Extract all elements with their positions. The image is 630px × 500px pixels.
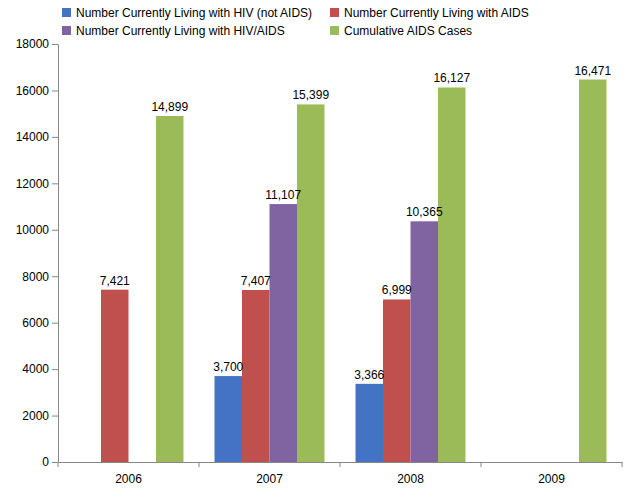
- tick-label: 12000: [16, 177, 50, 191]
- tick-mark: [52, 183, 58, 184]
- tick: 2006: [115, 462, 142, 486]
- axis-line: [58, 45, 59, 463]
- separator: [340, 462, 341, 467]
- tick-mark: [52, 369, 58, 370]
- separator: [58, 462, 59, 467]
- tick-label: 14000: [16, 130, 50, 144]
- bar: [156, 116, 183, 462]
- tick-label: 0: [42, 455, 49, 469]
- legend-label: Number Currently Living with HIV (not AI…: [76, 6, 312, 20]
- tick-label: 2008: [397, 472, 424, 486]
- bar: [411, 221, 438, 462]
- x-axis: 2006 2007 2008 2009: [59, 462, 623, 486]
- bar: [242, 290, 269, 462]
- bar: [356, 384, 383, 462]
- tick-mark: [52, 276, 58, 277]
- tick-label: 10000: [16, 223, 50, 237]
- legend-label: Number Currently Living with AIDS: [344, 6, 529, 20]
- bar: [383, 299, 410, 462]
- tick: 2007: [256, 462, 283, 486]
- tick-mark: [52, 137, 58, 138]
- tick-label: 2007: [256, 472, 283, 486]
- tick-label: 6000: [22, 316, 49, 330]
- tick: 0: [42, 455, 58, 469]
- legend-swatch: [62, 8, 71, 17]
- tick: 2008: [397, 462, 424, 486]
- legend-swatch: [62, 26, 71, 35]
- tick: 8000: [22, 270, 58, 284]
- data-label: 14,899: [151, 100, 188, 114]
- separator: [199, 462, 200, 467]
- bars: [101, 80, 606, 462]
- data-label: 16,127: [433, 71, 470, 85]
- tick-mark: [52, 323, 58, 324]
- tick: 2009: [538, 462, 565, 486]
- category-separators: [58, 462, 622, 467]
- legend-swatch: [330, 8, 339, 17]
- data-label: 10,365: [406, 205, 443, 219]
- bar: [215, 376, 242, 462]
- tick-mark: [52, 462, 58, 463]
- chart: 3,700 3,366 7,421 7,407 6,999 11,107 10,365 14,…: [0, 0, 630, 500]
- tick-label: 8000: [22, 270, 49, 284]
- data-label: 16,471: [574, 64, 611, 78]
- tick: 6000: [22, 316, 58, 330]
- legend-label: Cumulative AIDS Cases: [344, 24, 472, 38]
- data-label: 3,366: [354, 368, 384, 382]
- data-label: 7,407: [241, 274, 271, 288]
- legend-item: Number Currently Living with HIV (not AI…: [62, 6, 312, 20]
- tick-label: 18000: [16, 37, 50, 51]
- bar: [270, 204, 297, 462]
- tick-label: 2006: [115, 472, 142, 486]
- bar: [101, 290, 128, 462]
- data-label: 7,421: [100, 274, 130, 288]
- data-label: 3,700: [213, 360, 243, 374]
- tick: 2000: [22, 409, 58, 423]
- bar: [297, 104, 324, 462]
- separator: [481, 462, 482, 467]
- tick-mark: [52, 44, 58, 45]
- legend-item: Cumulative AIDS Cases: [330, 24, 472, 38]
- legend-item: Number Currently Living with HIV/AIDS: [62, 24, 285, 38]
- tick: 14000: [16, 130, 58, 144]
- tick: 18000: [16, 37, 58, 51]
- tick-label: 2009: [538, 472, 565, 486]
- data-labels: 3,700 3,366 7,421 7,407 6,999 11,107 10,365 14,…: [100, 64, 612, 382]
- legend: Number Currently Living with HIV (not AI…: [62, 6, 529, 38]
- tick-label: 16000: [16, 84, 50, 98]
- tick: 10000: [16, 223, 58, 237]
- legend-swatch: [330, 26, 339, 35]
- data-label: 6,999: [382, 283, 412, 297]
- bar: [579, 80, 606, 462]
- tick-label: 4000: [22, 362, 49, 376]
- tick-mark: [52, 230, 58, 231]
- tick-mark: [52, 90, 58, 91]
- legend-label: Number Currently Living with HIV/AIDS: [76, 24, 285, 38]
- tick: 16000: [16, 84, 58, 98]
- bar: [438, 87, 465, 462]
- y-axis: 0 2000 4000 6000 8000 10000 12000 14000 16000 180…: [16, 37, 59, 469]
- tick: 4000: [22, 362, 58, 376]
- tick-mark: [52, 416, 58, 417]
- legend-item: Number Currently Living with AIDS: [330, 6, 529, 20]
- tick: 12000: [16, 177, 58, 191]
- tick-label: 2000: [22, 409, 49, 423]
- separator: [622, 462, 623, 467]
- data-label: 15,399: [292, 88, 329, 102]
- data-label: 11,107: [265, 188, 301, 202]
